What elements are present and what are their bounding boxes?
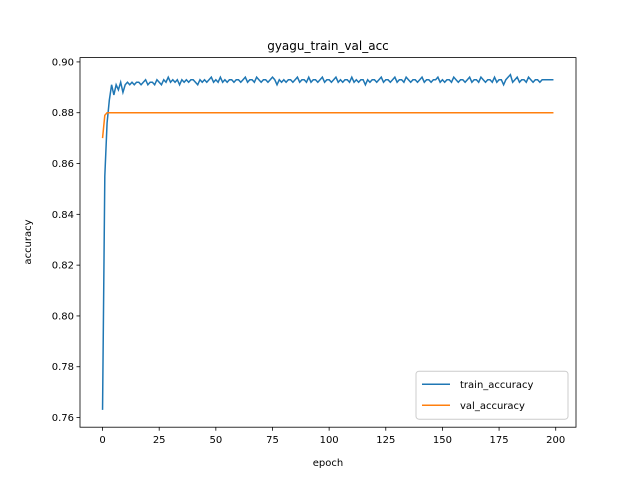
y-tick-label: 0.86 bbox=[52, 159, 74, 170]
y-tick-label: 0.88 bbox=[52, 108, 74, 119]
x-tick-label: 50 bbox=[209, 435, 222, 446]
y-tick-label: 0.80 bbox=[52, 311, 74, 322]
chart-title: gyagu_train_val_acc bbox=[267, 39, 389, 53]
x-tick-label: 0 bbox=[99, 435, 105, 446]
series-line bbox=[101, 111, 554, 139]
x-tick-label: 175 bbox=[490, 435, 509, 446]
x-axis-label: epoch bbox=[313, 458, 343, 469]
x-tick-label: 150 bbox=[433, 435, 452, 446]
y-tick-label: 0.78 bbox=[52, 362, 74, 373]
legend-box bbox=[415, 370, 569, 420]
plot-frame bbox=[79, 57, 577, 428]
x-tick-label: 75 bbox=[266, 435, 279, 446]
y-tick-label: 0.84 bbox=[52, 210, 74, 221]
x-tick-label: 25 bbox=[153, 435, 166, 446]
y-axis-label: accuracy bbox=[23, 219, 34, 264]
x-tick-label: 100 bbox=[320, 435, 339, 446]
x-tick-label: 200 bbox=[546, 435, 565, 446]
y-tick-label: 0.90 bbox=[52, 57, 74, 68]
x-tick-label: 125 bbox=[376, 435, 395, 446]
series-line bbox=[101, 73, 554, 410]
y-tick-label: 0.82 bbox=[52, 261, 74, 272]
y-tick-label: 0.76 bbox=[52, 413, 74, 424]
legend-label: train_accuracy bbox=[460, 380, 533, 391]
legend-label: val_accuracy bbox=[460, 401, 525, 412]
